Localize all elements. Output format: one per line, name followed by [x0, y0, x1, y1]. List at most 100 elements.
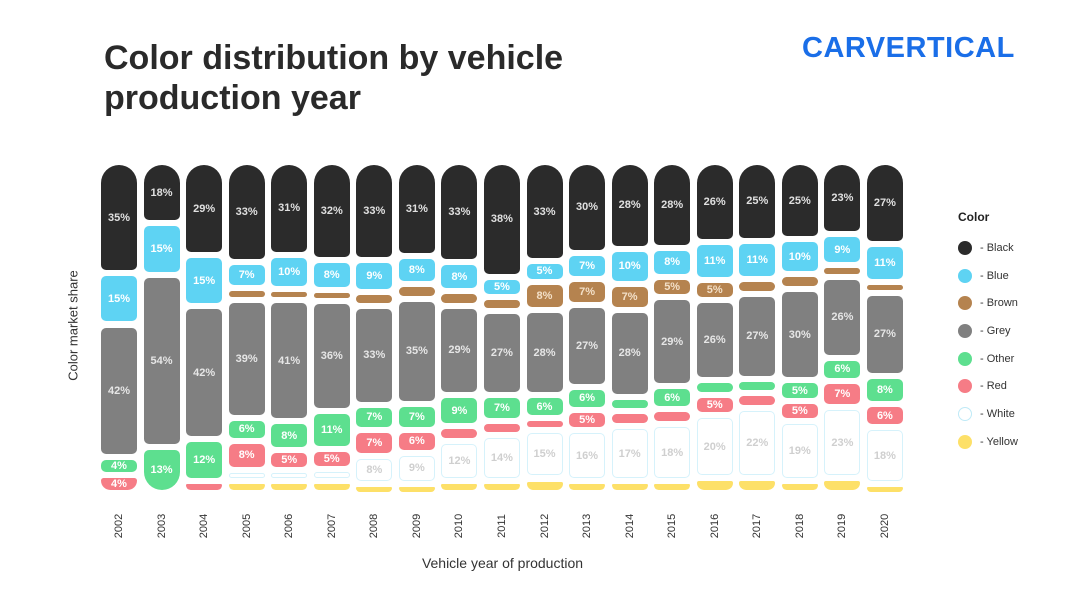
data-label: 6% — [408, 435, 425, 448]
column-2004: 29% 15% 42% 12% — [186, 165, 223, 490]
bar-segment-grey-2005: 39% — [228, 303, 265, 415]
data-label: 33% — [363, 349, 386, 362]
data-label: 11% — [703, 255, 726, 268]
bar-segment-yellow-2018 — [781, 484, 818, 490]
data-label: 8% — [366, 463, 383, 476]
bar-segment-red-2009: 6% — [398, 432, 435, 450]
bar-segment-grey-2018: 30% — [781, 291, 818, 378]
bar-segment-other-2003: 13% — [143, 450, 180, 490]
bar-segment-white-2009: 9% — [398, 455, 435, 482]
bar-segment-yellow-2007 — [313, 484, 350, 490]
x-tick-label: 2002 — [113, 513, 125, 539]
data-label: 8% — [876, 383, 893, 396]
bar-segment-other-2019: 6% — [824, 360, 861, 378]
bar-segment-grey-2017: 27% — [739, 296, 776, 376]
bar-segment-grey-2008: 33% — [356, 309, 393, 402]
data-label: 31% — [405, 202, 428, 215]
bar-segment-other-2020: 8% — [866, 378, 903, 402]
data-label: 35% — [405, 345, 428, 358]
bar-segment-black-2016: 26% — [696, 165, 733, 240]
bar-segment-blue-2006: 10% — [271, 257, 308, 286]
data-label: 25% — [746, 195, 769, 208]
bar-segment-red-2005: 8% — [228, 443, 265, 467]
x-tick-label: 2003 — [155, 513, 168, 539]
x-tick-label: 2009 — [410, 513, 423, 539]
bar-segment-brown-2006 — [271, 291, 308, 298]
x-tick-label: 2005 — [240, 513, 253, 539]
bar-segment-brown-2018 — [781, 277, 818, 286]
x-tick-label: 2010 — [453, 513, 466, 539]
data-label: 5% — [493, 280, 510, 293]
bar-segment-white-2012: 15% — [526, 433, 563, 476]
bar-segment-other-2011: 7% — [483, 397, 520, 418]
data-label: 9% — [408, 462, 425, 475]
data-label: 10% — [618, 260, 641, 273]
bar-segment-brown-2014: 7% — [611, 286, 648, 307]
legend-swatch — [958, 296, 972, 311]
bar-segment-brown-2009 — [398, 287, 435, 296]
bar-segment-blue-2016: 11% — [696, 245, 733, 277]
data-label: 7% — [366, 411, 383, 424]
x-tick-label: 2007 — [325, 513, 338, 539]
bar-segment-black-2019: 23% — [824, 165, 861, 231]
legend-item-white: - White — [958, 400, 1018, 428]
data-label: 7% — [366, 436, 383, 449]
bar-segment-brown-2019 — [824, 268, 861, 275]
data-label: 4% — [111, 459, 127, 472]
data-label: 15% — [193, 274, 216, 287]
legend-swatch — [958, 268, 972, 283]
legend-item-other: - Other — [958, 345, 1018, 373]
column-2019: 23% 9% 26% 6% 7% 23% — [824, 165, 861, 490]
x-tick-label: 2014 — [623, 513, 636, 539]
x-tick-label: 2012 — [538, 513, 551, 539]
bar-segment-red-2018: 5% — [781, 403, 818, 418]
bar-segment-black-2007: 32% — [313, 165, 350, 258]
bar-segment-blue-2015: 8% — [654, 251, 691, 274]
data-label: 8% — [536, 289, 553, 302]
bar-segment-brown-2005 — [228, 291, 265, 298]
bar-segment-black-2020: 27% — [866, 165, 903, 242]
data-label: 41% — [278, 354, 301, 367]
bar-segment-red-2017 — [739, 396, 776, 406]
bar-segment-red-2010 — [441, 429, 478, 438]
bar-segment-white-2018: 19% — [781, 423, 818, 479]
bar-segment-brown-2016: 5% — [696, 282, 733, 298]
bar-segment-grey-2002: 42% — [101, 327, 137, 454]
bar-segment-blue-2018: 10% — [781, 242, 818, 272]
bar-segment-brown-2010 — [441, 294, 478, 303]
legend-swatch — [958, 323, 972, 338]
bar-segment-yellow-2009 — [398, 487, 435, 493]
bar-segment-yellow-2012 — [526, 481, 563, 490]
bar-segment-black-2014: 28% — [611, 165, 648, 246]
data-label: 14% — [490, 452, 513, 465]
column-2010: 33% 8% 29% 9% 12% — [441, 165, 478, 490]
bar-segment-other-2013: 6% — [569, 389, 606, 407]
bar-segment-black-2009: 31% — [398, 165, 435, 253]
x-tick-label: 2015 — [666, 513, 679, 539]
bar-segment-blue-2017: 11% — [739, 243, 776, 277]
bar-segment-yellow-2019 — [824, 481, 861, 490]
legend-title: Color — [958, 210, 990, 224]
bar-segment-grey-2014: 28% — [611, 312, 648, 394]
bar-segment-black-2018: 25% — [781, 165, 818, 237]
bar-segment-yellow-2008 — [356, 487, 393, 493]
legend-item-brown: - Brown — [958, 289, 1018, 317]
bar-segment-red-2011 — [483, 423, 520, 433]
bar-segment-yellow-2016 — [696, 481, 733, 490]
data-label: 33% — [533, 205, 556, 218]
bar-segment-brown-2011 — [483, 299, 520, 309]
data-label: 39% — [235, 352, 258, 365]
bar-segment-black-2006: 31% — [271, 165, 308, 252]
bar-segment-other-2010: 9% — [441, 397, 478, 424]
data-label: 22% — [746, 437, 769, 450]
bar-segment-black-2017: 25% — [739, 165, 776, 238]
data-label: 15% — [533, 448, 556, 461]
bar-segment-grey-2003: 54% — [143, 278, 180, 445]
column-2013: 30% 7% 7% 27% 6% 5% 16% — [569, 165, 606, 490]
legend-label: - White — [980, 407, 1015, 420]
bar-segment-yellow-2010 — [441, 484, 478, 490]
bar-segment-other-2004: 12% — [186, 441, 223, 478]
bar-segment-grey-2011: 27% — [483, 314, 520, 392]
legend-swatch — [958, 240, 972, 255]
